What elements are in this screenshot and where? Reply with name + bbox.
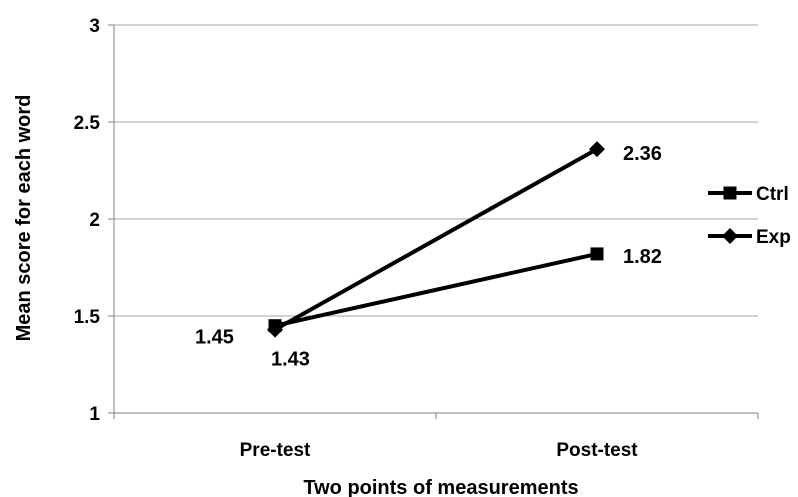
- data-label-ctrl: 1.82: [623, 246, 662, 268]
- marker-ctrl: [590, 247, 604, 261]
- legend-marker-ctrl: [723, 186, 737, 200]
- y-tick-label: 2: [89, 210, 100, 231]
- x-tick-label: Post-test: [556, 440, 638, 461]
- series-line-ctrl: [274, 251, 598, 328]
- series-line-exp: [274, 147, 598, 332]
- data-label-exp: 1.43: [271, 349, 310, 371]
- y-tick-label: 1.5: [74, 307, 101, 328]
- series-group: [267, 141, 605, 338]
- data-label-exp: 2.36: [623, 143, 662, 165]
- y-tick-label: 1: [89, 404, 100, 425]
- data-labels: 1.45 1.82 1.43 2.36: [195, 143, 662, 370]
- legend: Ctrl Exp: [708, 184, 791, 248]
- legend-marker-exp: [722, 228, 738, 244]
- x-axis-title: Two points of measurements: [303, 477, 578, 497]
- x-tick-labels: Pre-test Post-test: [240, 440, 639, 461]
- marker-exp: [267, 321, 283, 338]
- axes: [108, 24, 759, 419]
- y-axis-title: Mean score for each word: [13, 95, 35, 342]
- x-tick-label: Pre-test: [240, 440, 311, 461]
- marker-exp: [589, 141, 605, 158]
- y-tick-labels: 1 1.5 2 2.5 3: [74, 16, 101, 425]
- legend-label-ctrl: Ctrl: [756, 184, 789, 205]
- gridlines: [114, 24, 758, 317]
- legend-label-exp: Exp: [756, 227, 791, 248]
- y-tick-label: 2.5: [74, 113, 101, 134]
- y-tick-label: 3: [89, 16, 100, 37]
- data-label-ctrl: 1.45: [195, 327, 234, 349]
